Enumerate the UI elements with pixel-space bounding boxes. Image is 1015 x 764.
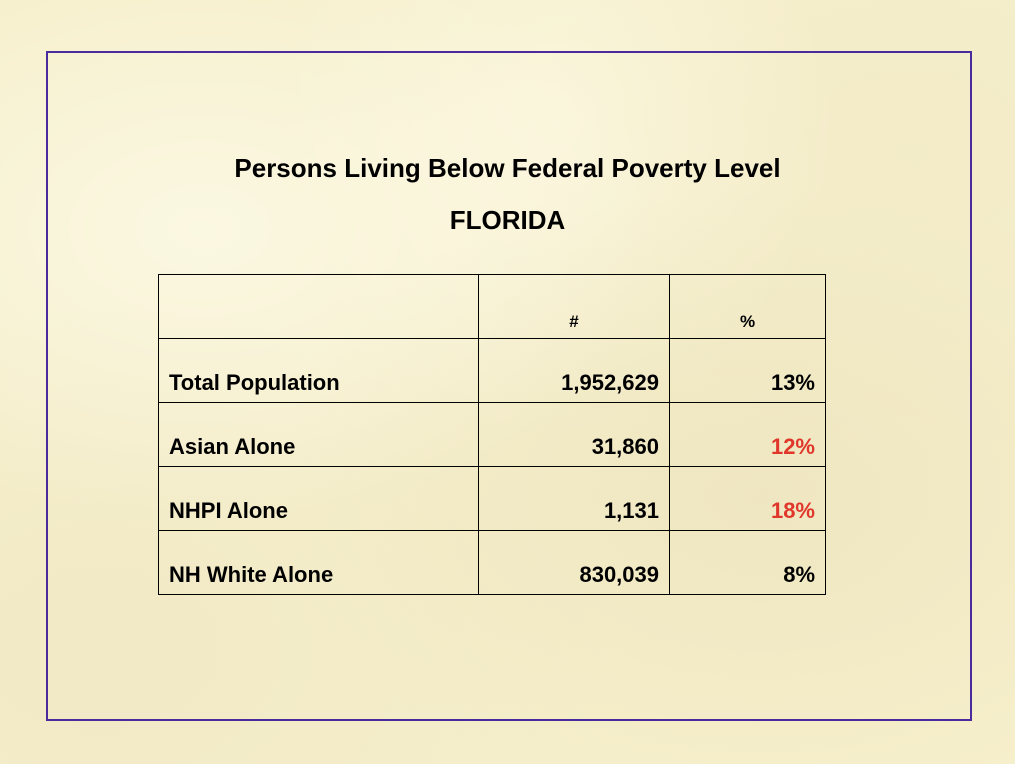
row-label: Asian Alone	[158, 402, 479, 467]
row-label: NH White Alone	[158, 530, 479, 595]
row-count: 1,131	[478, 466, 670, 531]
row-count: 830,039	[478, 530, 670, 595]
table-row: NHPI Alone 1,131 18%	[158, 466, 826, 531]
row-label: Total Population	[158, 338, 479, 403]
row-percent: 8%	[669, 530, 826, 595]
row-count: 1,952,629	[478, 338, 670, 403]
header-count: #	[478, 274, 670, 339]
slide-frame	[46, 51, 972, 721]
row-percent: 13%	[669, 338, 826, 403]
header-label	[158, 274, 479, 339]
page-subtitle: FLORIDA	[449, 205, 566, 235]
header-percent: %	[669, 274, 826, 339]
table-header-row: # %	[158, 274, 826, 339]
row-percent: 18%	[669, 466, 826, 531]
table-row: NH White Alone 830,039 8%	[158, 530, 826, 595]
table-row: Asian Alone 31,860 12%	[158, 402, 826, 467]
row-percent: 12%	[669, 402, 826, 467]
poverty-table: # % Total Population 1,952,629 13% Asian…	[158, 274, 826, 595]
page-title: Persons Living Below Federal Poverty Lev…	[234, 153, 781, 183]
table-row: Total Population 1,952,629 13%	[158, 338, 826, 403]
row-label: NHPI Alone	[158, 466, 479, 531]
row-count: 31,860	[478, 402, 670, 467]
